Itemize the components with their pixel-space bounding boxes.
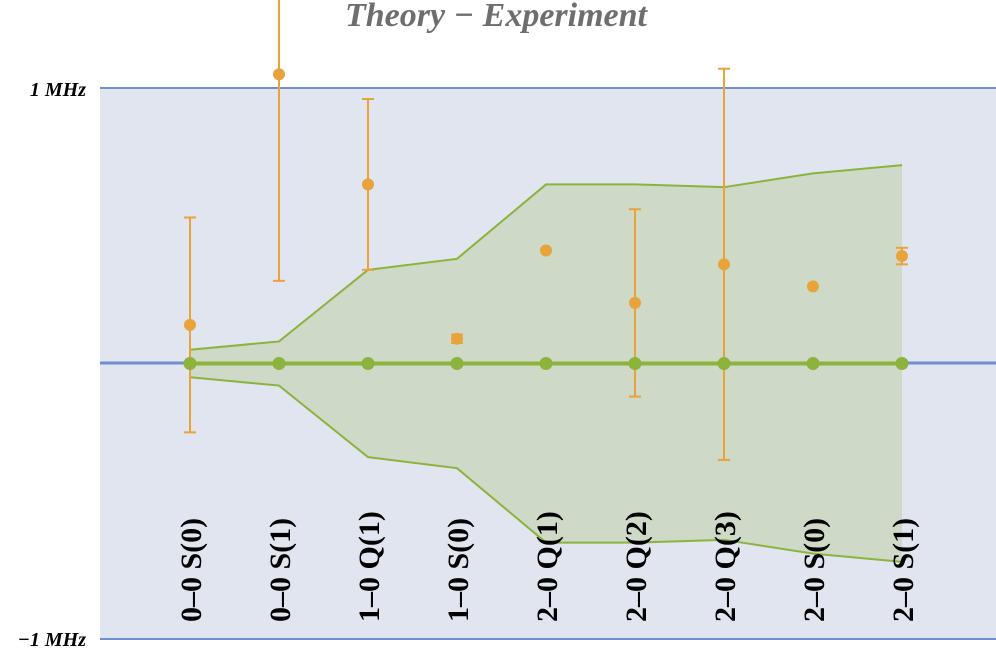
theory-point-6 [717, 357, 731, 370]
theory-point-2 [361, 357, 375, 370]
theory-point-1 [272, 357, 286, 370]
x-tick-label-2: 1–0 Q(1) [353, 511, 386, 622]
theory-point-5 [628, 357, 642, 370]
x-tick-label-0: 0–0 S(0) [175, 518, 208, 622]
uncertainty-band-lower-edge [189, 376, 903, 563]
x-tick-label-5: 2–0 Q(2) [620, 511, 653, 622]
theory-point-0 [183, 357, 197, 370]
theory-point-8 [895, 357, 909, 370]
experiment-point-3 [451, 332, 463, 345]
chart-title: Theory − Experiment [345, 0, 649, 34]
x-tick-label-4: 2–0 Q(1) [531, 511, 564, 622]
experiment-point-0 [184, 318, 196, 331]
experiment-point-1 [273, 68, 285, 81]
theory-point-4 [539, 357, 553, 370]
experiment-point-4 [540, 244, 552, 257]
experiment-point-5 [629, 296, 641, 309]
theory-point-3 [450, 357, 464, 370]
y-tick-label-bottom: −1 MHz [18, 629, 86, 650]
x-tick-label-7: 2–0 S(0) [798, 518, 831, 622]
x-tick-label-8: 2–0 S(1) [887, 518, 920, 622]
experiment-point-6 [718, 258, 730, 271]
experiment-point-7 [807, 280, 819, 293]
x-tick-label-1: 0–0 S(1) [264, 518, 297, 622]
x-tick-label-6: 2–0 Q(3) [709, 511, 742, 622]
x-tick-label-3: 1–0 S(0) [442, 518, 475, 622]
theory-point-7 [806, 357, 820, 370]
uncertainty-band-upper-edge [189, 164, 903, 351]
y-tick-label-top: 1 MHz [30, 79, 86, 101]
experiment-point-8 [896, 250, 908, 263]
experiment-point-2 [362, 178, 374, 191]
